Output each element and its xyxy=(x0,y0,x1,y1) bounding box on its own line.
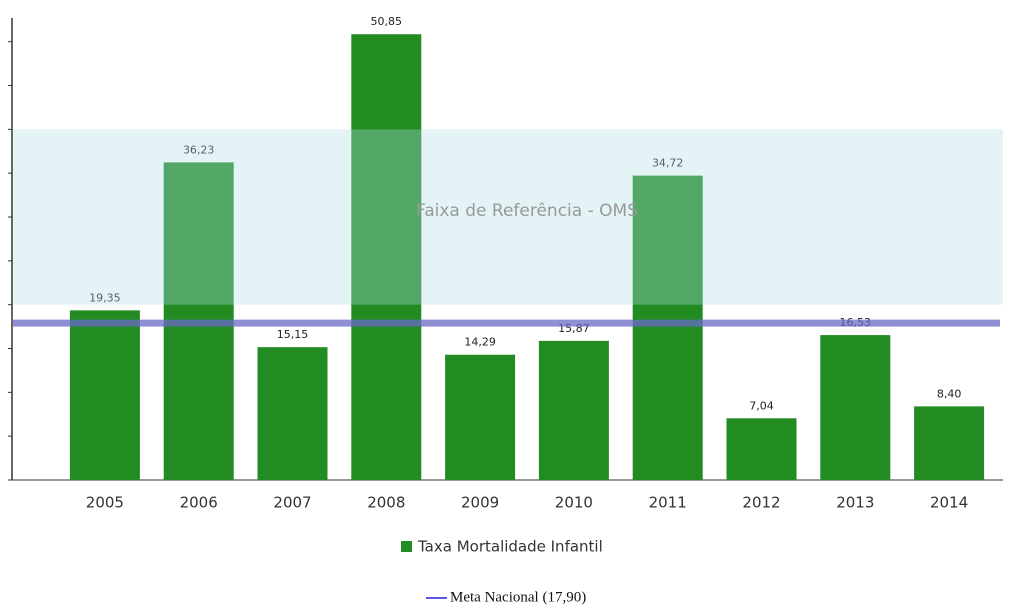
value-label: 34,72 xyxy=(652,157,684,170)
x-tick-label: 2005 xyxy=(86,494,124,512)
value-label: 19,35 xyxy=(89,291,121,304)
bar xyxy=(820,335,891,480)
x-tick-label: 2006 xyxy=(180,494,218,512)
value-label: 7,04 xyxy=(749,399,774,412)
x-tick-label: 2007 xyxy=(273,494,311,512)
x-tick-label: 2008 xyxy=(367,494,405,512)
x-tick-label: 2012 xyxy=(742,494,780,512)
legend-swatch xyxy=(401,541,412,552)
bar xyxy=(351,34,422,481)
bar xyxy=(632,175,703,480)
value-label: 50,85 xyxy=(371,15,403,28)
value-label: 8,40 xyxy=(937,387,962,400)
reference-band xyxy=(13,129,1003,305)
x-tick-label: 2013 xyxy=(836,494,874,512)
x-tick-label: 2010 xyxy=(555,494,593,512)
value-label: 36,23 xyxy=(183,143,215,156)
bar xyxy=(445,354,516,480)
value-label: 14,29 xyxy=(464,336,496,349)
legend-label: Taxa Mortalidade Infantil xyxy=(417,538,603,556)
bar xyxy=(538,340,609,480)
bar xyxy=(257,347,328,480)
value-label: 15,15 xyxy=(277,328,309,341)
x-tick-label: 2009 xyxy=(461,494,499,512)
legend-label: Meta Nacional (17,90) xyxy=(450,589,586,605)
x-tick-label: 2014 xyxy=(930,494,968,512)
bar xyxy=(726,418,797,480)
bar xyxy=(914,406,985,480)
reference-band-label: Faixa de Referência - OMS xyxy=(416,201,638,221)
x-tick-label: 2011 xyxy=(649,494,687,512)
bar xyxy=(69,310,140,480)
